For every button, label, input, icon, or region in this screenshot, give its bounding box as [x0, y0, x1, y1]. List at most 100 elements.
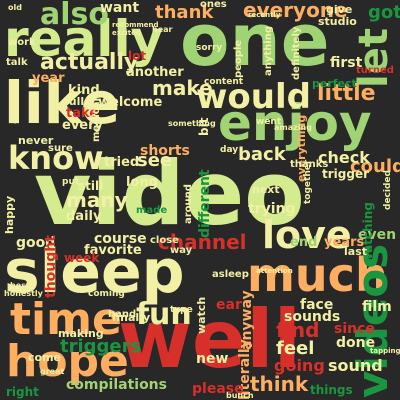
word-ones: ones	[200, 0, 227, 10]
word-way: way	[170, 245, 193, 256]
word-day: day	[220, 145, 239, 155]
word-watch: watch	[195, 296, 208, 334]
word-finally: finally	[112, 311, 151, 324]
word-medical: medical	[91, 98, 102, 142]
word-honestly: honestly	[4, 289, 43, 298]
word-well: well	[118, 293, 302, 386]
word-lot: lot	[128, 49, 147, 63]
word-right: right	[6, 385, 39, 399]
word-since: since	[334, 321, 375, 337]
word-coming: coming	[88, 289, 125, 299]
word-give: give	[326, 3, 353, 16]
word-last: last	[344, 245, 367, 258]
word-hear: hear	[152, 25, 173, 34]
word-recently: recently	[248, 11, 281, 19]
word-making: making	[58, 327, 104, 340]
word-trigger: trigger	[322, 167, 370, 181]
word-week: week	[64, 251, 100, 265]
word-find: find	[276, 318, 320, 342]
word-favorite: favorite	[84, 243, 142, 258]
word-hope: hope	[6, 336, 129, 387]
word-thank: thank	[155, 2, 214, 23]
word-like: like	[4, 69, 121, 137]
word-shorts: shorts	[140, 143, 190, 159]
word-sure: sure	[48, 143, 73, 154]
word-best: best	[10, 281, 30, 290]
word-type: type	[170, 305, 193, 315]
word-many: many	[66, 188, 128, 212]
word-bunch: bunch	[226, 391, 254, 400]
word-another: another	[126, 65, 184, 80]
word-always: always	[7, 81, 20, 124]
word-anything: anything	[263, 26, 274, 76]
word-together: together	[303, 159, 313, 204]
word-around: around	[183, 184, 194, 224]
word-long: long	[126, 175, 158, 190]
word-everyone: everyone	[243, 0, 348, 22]
word-different: different	[197, 169, 213, 238]
word-daily: daily	[66, 209, 102, 224]
word-recommend: recommend	[112, 21, 159, 29]
word-check: check	[318, 148, 370, 167]
word-went: went	[256, 117, 282, 127]
word-put: put	[62, 177, 80, 187]
word-turned: turned	[356, 65, 394, 76]
word-come: come	[28, 351, 61, 364]
word-channel: channel	[158, 230, 247, 254]
word-old: old	[8, 3, 22, 12]
word-work: work	[8, 37, 36, 48]
word-back: back	[238, 144, 286, 165]
word-enjoy: enjoy	[218, 94, 372, 152]
word-never: never	[18, 134, 54, 147]
word-compilations: compilations	[66, 377, 167, 393]
word-trying: trying	[248, 201, 296, 217]
word-course: course	[94, 231, 147, 247]
word-people: people	[233, 39, 244, 78]
word-perfect: perfect	[312, 77, 357, 90]
word-hand: hand	[108, 309, 137, 320]
word-face: face	[300, 297, 334, 313]
word-studio: studio	[318, 15, 357, 28]
word-close: close	[150, 235, 179, 246]
word-end: end	[290, 235, 318, 250]
word-happy: happy	[3, 195, 16, 234]
word-please: please	[192, 381, 244, 397]
word-good: good	[16, 235, 56, 251]
word-year: year	[32, 71, 65, 86]
word-thought: thought	[43, 235, 59, 298]
word-take: take	[66, 106, 99, 121]
word-ear: ear	[216, 297, 242, 313]
word-sound: sound	[328, 356, 383, 375]
word-still: still	[78, 179, 104, 193]
word-love: love	[262, 213, 352, 257]
word-time: time	[10, 294, 122, 345]
word-anyway: anyway	[239, 290, 255, 350]
word-decided: decided	[383, 170, 393, 210]
word-full: full	[64, 95, 85, 108]
word-one: one	[180, 0, 330, 82]
word-attention: attention	[256, 267, 293, 275]
word-years: years	[324, 235, 365, 250]
word-would: would	[196, 77, 311, 117]
word-things: things	[310, 383, 353, 397]
word-great: great	[40, 367, 65, 376]
word-know: know	[8, 139, 104, 177]
word-sorry: sorry	[196, 43, 223, 53]
word-could: could	[350, 156, 400, 177]
word-feel: feel	[276, 338, 315, 359]
word-content: content	[204, 77, 244, 87]
word-kind: kind	[68, 83, 100, 98]
word-sleep: sleep	[4, 237, 185, 307]
word-made: made	[136, 205, 168, 216]
word-welcome: welcome	[98, 95, 163, 110]
word-really: really	[4, 10, 164, 68]
word-definitely: definitely	[291, 26, 302, 80]
word-video: video	[34, 142, 305, 245]
word-even: even	[358, 227, 397, 243]
word-new: new	[196, 351, 229, 367]
word-thanks: thanks	[290, 159, 329, 170]
word-got: got	[368, 2, 400, 23]
word-fun: fun	[136, 297, 192, 332]
word-see: see	[137, 150, 173, 171]
